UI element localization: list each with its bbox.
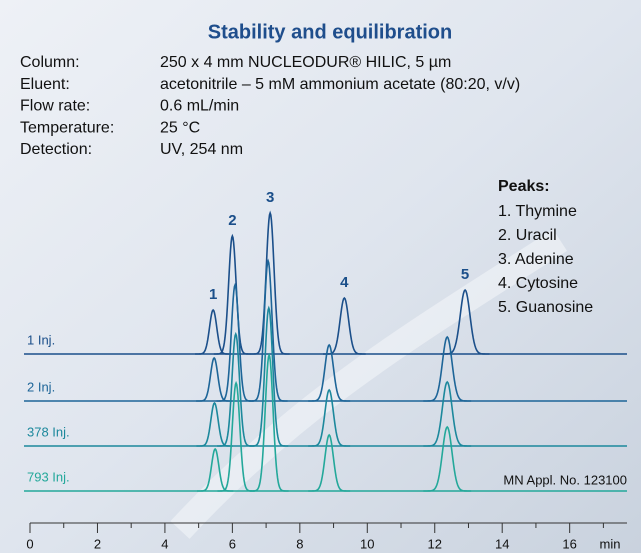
peak [249,352,289,492]
x-tick-label: 2 [94,536,101,551]
peak [440,288,490,355]
peak-number: 1 [209,286,217,303]
peak-name: 4. Cytosine [498,275,578,292]
trace-label: 793 Inj. [27,469,70,484]
x-tick-label: 6 [229,536,236,551]
peak [217,380,255,492]
peak [423,335,472,402]
x-tick-label: 16 [562,536,576,551]
x-tick-label: 10 [360,536,374,551]
x-tick-label: 8 [296,536,303,551]
peak [308,433,351,492]
condition-value: UV, 254 nm [160,141,243,158]
peak [197,447,234,492]
x-tick-label: 12 [428,536,442,551]
peak-number: 2 [228,212,236,229]
trace-label: 1 Inj. [27,332,55,347]
trace-label: 378 Inj. [27,424,70,439]
x-tick-label: 14 [495,536,509,551]
peak [308,388,351,447]
peak [323,296,366,355]
condition-value: acetonitrile – 5 mM ammonium acetate (80… [160,76,520,93]
condition-label: Column: [20,54,80,71]
x-axis-label: min [600,536,621,551]
peak-name: 2. Uracil [498,227,557,244]
peak [216,282,254,402]
peak [213,233,251,355]
condition-label: Flow rate: [20,98,90,115]
decoration [170,229,568,539]
trace-label: 2 Inj. [27,379,55,394]
condition-value: 25 °C [160,119,200,136]
peak [423,380,472,447]
condition-label: Eluent: [20,76,70,93]
condition-label: Temperature: [20,119,114,136]
peak [249,305,289,447]
peak [217,331,255,447]
x-tick-label: 4 [161,536,168,551]
peak [250,210,290,355]
x-tick-label: 0 [26,536,33,551]
condition-value: 250 x 4 mm NUCLEODUR® HILIC, 5 µm [160,54,451,71]
condition-label: Detection: [20,141,92,158]
peak-name: 1. Thymine [498,203,577,220]
peak [423,425,472,492]
peak-number: 5 [461,266,469,283]
peak-name: 3. Adenine [498,251,574,268]
peaks-title: Peaks: [498,178,550,195]
peak [195,308,232,355]
peak-number: 3 [266,189,274,206]
peak [196,401,233,447]
peak-name: 5. Guanosine [498,299,593,316]
condition-value: 0.6 mL/min [160,98,239,115]
peak [248,258,288,402]
peak [196,356,233,402]
chart-title: Stability and equilibration [208,21,452,43]
peak-number: 4 [340,274,349,291]
note: MN Appl. No. 123100 [503,472,627,487]
peak [308,343,351,402]
